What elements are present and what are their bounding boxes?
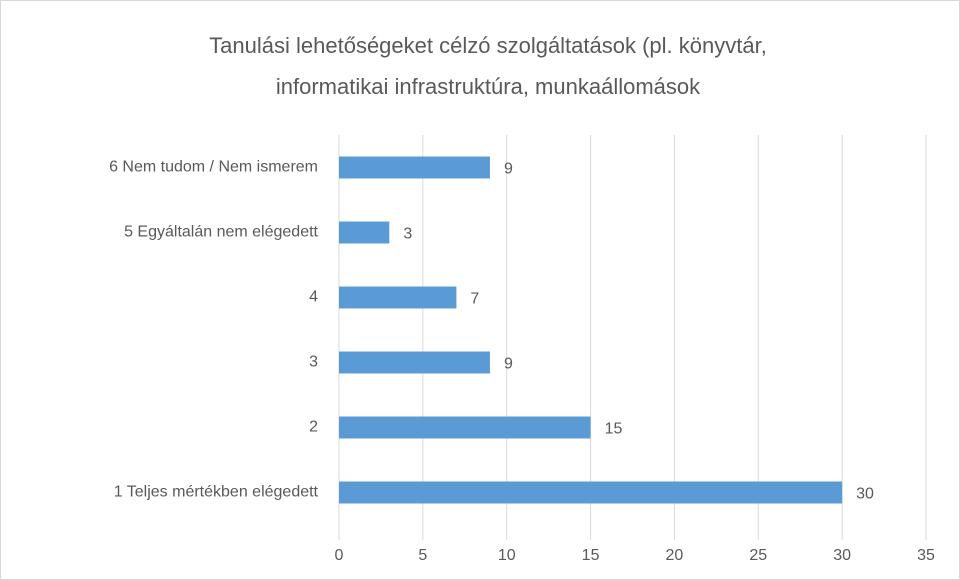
x-tick-label: 25 [749,547,767,564]
data-label: 9 [504,161,513,178]
x-tick-label: 10 [498,547,516,564]
y-tick-label: 1 Teljes mértékben elégedett [114,484,319,501]
y-tick-label: 4 [309,289,318,306]
bar [339,416,591,439]
chart-title: informatikai infrastruktúra, munkaállomá… [276,74,701,99]
y-tick-label: 5 Egyáltalán nem elégedett [124,224,318,241]
data-label: 3 [403,226,412,243]
x-tick-label: 35 [917,547,935,564]
x-tick-label: 30 [833,547,851,564]
y-tick-label: 3 [309,354,318,371]
data-label: 15 [605,421,623,438]
x-tick-label: 0 [335,547,344,564]
x-tick-label: 20 [666,547,684,564]
y-tick-label: 2 [309,419,318,436]
bar [339,221,390,244]
bar [339,156,490,179]
chart-title: Tanulási lehetőségeket célzó szolgáltatá… [209,33,767,58]
x-tick-label: 5 [418,547,427,564]
y-tick-label: 6 Nem tudom / Nem ismerem [109,159,318,176]
data-label: 30 [856,486,874,503]
bar [339,481,843,504]
data-label: 9 [504,356,513,373]
bar [339,351,490,374]
bar [339,286,457,309]
data-label: 7 [470,291,479,308]
x-tick-label: 15 [582,547,600,564]
